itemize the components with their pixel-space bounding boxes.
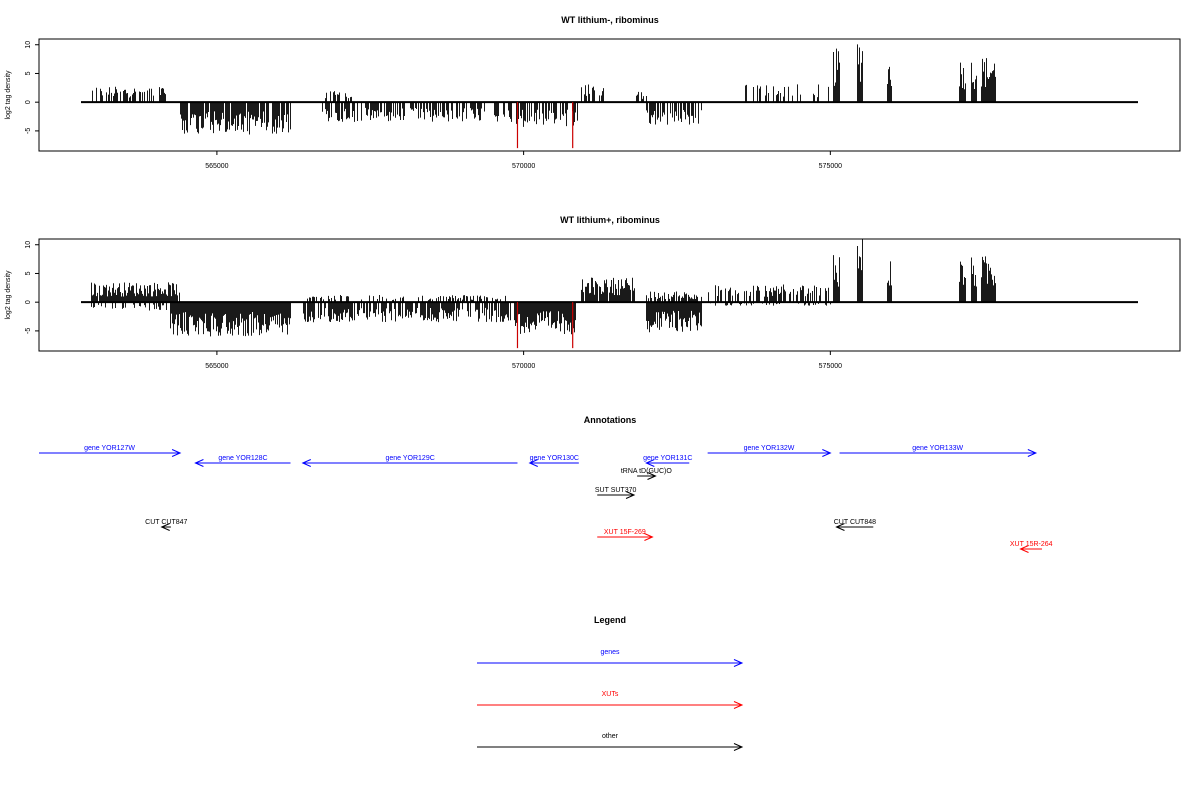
x-axis: 565000 570000 575000 [205,351,842,370]
feature-arrowhead [822,449,832,457]
y-tick-label: 10 [25,41,32,49]
legend-item: XUTs [477,691,744,709]
coverage-bars [91,238,996,337]
legend: Legend genes XUTs other [477,615,744,751]
y-tick-label: -5 [25,328,32,334]
feature-arrowhead [647,472,657,480]
feature-other: SUT SUT370 [595,487,637,499]
feature-genes: gene YOR131C [643,455,692,467]
feature-label: gene YOR130C [530,455,579,462]
highlight-bars [516,102,574,149]
feature-label: gene YOR131C [643,455,692,462]
feature-arrowhead [160,523,170,531]
x-tick-label: 565000 [205,163,228,170]
feature-label: gene YOR133W [912,445,963,452]
x-tick-label: 575000 [819,363,842,370]
feature-genes: gene YOR130C [528,455,579,467]
y-tick-label: 10 [25,241,32,249]
coverage-panel-lithium-plus: WT lithium+, ribominus log2 tag density … [5,215,1181,370]
feature-label: XUT 15R-264 [1010,541,1053,548]
feature-label: CUT CUT847 [145,519,187,526]
feature-arrowhead [301,459,311,467]
feature-arrowhead [835,523,845,531]
feature-genes: gene YOR132W [707,445,832,457]
feature-arrowhead [645,459,655,467]
feature-label: XUT 15F-269 [604,529,646,536]
feature-label: gene YOR132W [744,445,795,452]
annotations-title: Annotations [584,415,637,425]
y-tick-label: 0 [25,300,32,304]
feature-XUTs: XUT 15F-269 [597,529,654,541]
y-tick-label: 0 [25,100,32,104]
y-tick-label: -5 [25,128,32,134]
feature-list: gene YOR127W gene YOR128C gene YOR129C gene… [39,445,1053,553]
x-tick-label: 570000 [512,163,535,170]
feature-arrowhead [644,533,654,541]
legend-label: XUTs [602,691,619,698]
legend-label: other [602,733,619,740]
y-axis-label: log2 tag density [5,270,12,320]
panel-title: WT lithium-, ribominus [561,15,659,25]
feature-arrowhead [528,459,538,467]
feature-label: tRNA tD(GUC)O [621,468,673,475]
y-axis: -5 0 5 10 [25,41,39,134]
panel-title: WT lithium+, ribominus [560,215,660,225]
feature-label: gene YOR129C [385,455,434,462]
coverage-bars [92,44,996,135]
legend-title: Legend [594,615,626,625]
x-tick-label: 575000 [819,163,842,170]
feature-arrowhead [1027,449,1038,457]
feature-genes: gene YOR133W [839,445,1038,457]
feature-arrowhead [1019,545,1029,553]
feature-label: CUT CUT848 [834,519,876,526]
feature-arrowhead [625,491,636,499]
feature-genes: gene YOR129C [301,455,518,467]
feature-label: gene YOR127W [84,445,135,452]
legend-items: genes XUTs other [477,649,744,751]
feature-other: CUT CUT847 [145,519,188,531]
legend-arrowhead [733,743,744,751]
x-axis: 565000 570000 575000 [205,151,842,170]
feature-other: tRNA tD(GUC)O [621,468,673,480]
feature-XUTs: XUT 15R-264 [1010,541,1053,553]
plot-frame [38,238,1181,352]
legend-label: genes [600,649,620,656]
coverage-panel-lithium-minus: WT lithium-, ribominus log2 tag density … [5,15,1181,170]
feature-label: gene YOR128C [218,455,267,462]
legend-item: other [477,733,744,751]
legend-item: genes [477,649,744,667]
feature-arrowhead [194,459,204,467]
feature-genes: gene YOR127W [39,445,182,457]
highlight-bars [516,302,574,349]
y-tick-label: 5 [25,71,32,75]
feature-label: SUT SUT370 [595,487,637,494]
feature-genes: gene YOR128C [194,455,291,467]
legend-arrowhead [733,701,744,709]
x-tick-label: 570000 [512,363,535,370]
feature-other: CUT CUT848 [834,519,876,531]
y-tick-label: 5 [25,271,32,275]
y-axis: -5 0 5 10 [25,241,39,334]
y-axis-label: log2 tag density [5,70,12,120]
x-tick-label: 565000 [205,363,228,370]
legend-arrowhead [733,659,744,667]
feature-arrowhead [171,449,182,457]
plot-frame [38,38,1181,152]
